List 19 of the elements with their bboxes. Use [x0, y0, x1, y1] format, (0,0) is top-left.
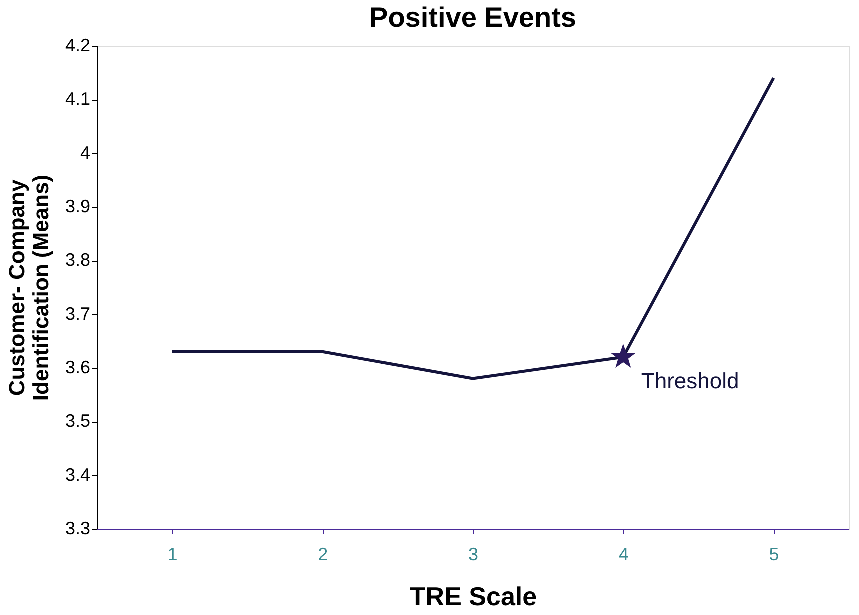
y-tick-label: 4.2 — [65, 36, 90, 56]
x-tick-label: 2 — [318, 544, 328, 564]
x-tick-label: 4 — [618, 544, 629, 564]
y-tick-label: 3.7 — [65, 304, 90, 324]
x-tick-label: 5 — [769, 544, 780, 564]
x-tick-label: 1 — [168, 544, 178, 564]
y-tick-label: 3.3 — [65, 518, 90, 538]
y-tick-label: 3.9 — [65, 196, 90, 216]
annotation: Threshold — [641, 368, 740, 394]
y-axis-title: Customer- Company Identification (Means) — [4, 174, 54, 402]
x-tick-label: 3 — [468, 544, 479, 564]
y-tick-label: 4.1 — [65, 89, 90, 110]
x-axis-title: TRE Scale — [410, 582, 538, 612]
chart-title: Positive Events — [370, 2, 576, 33]
y-tick-label: 3.8 — [65, 250, 90, 270]
y-tick-label: 3.5 — [65, 411, 90, 432]
y-tick-label: 3.4 — [65, 464, 90, 485]
y-tick-label: 3.6 — [65, 358, 90, 378]
y-tick-label: 4 — [80, 142, 90, 163]
